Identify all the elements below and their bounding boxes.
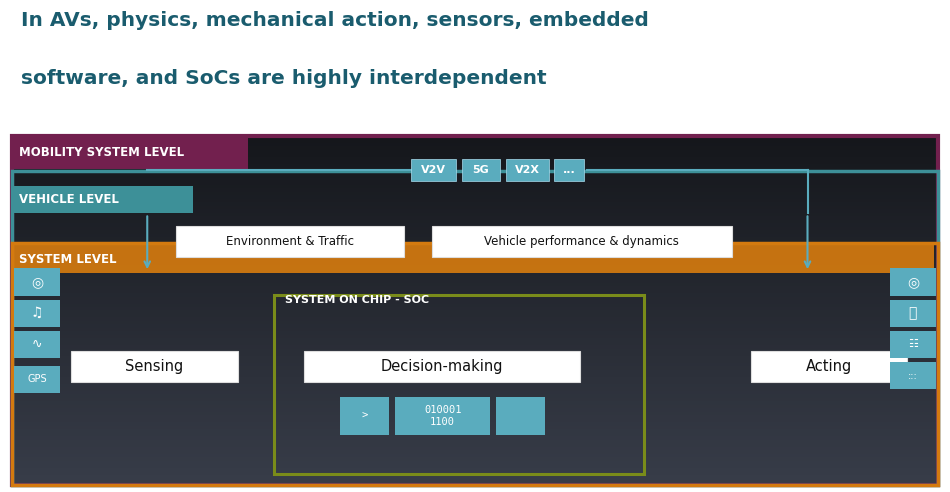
Bar (890, 331, 936, 358)
Bar (12, 136, 248, 169)
Text: SYSTEM LEVEL: SYSTEM LEVEL (19, 253, 117, 266)
Bar (395, 397, 490, 435)
Text: software, and SoCs are highly interdependent: software, and SoCs are highly interdepen… (21, 69, 546, 88)
Bar (750, 351, 907, 382)
Bar (14, 331, 60, 358)
Text: 010001
1100: 010001 1100 (424, 405, 462, 427)
Text: 5G: 5G (472, 165, 489, 175)
Bar (554, 159, 584, 181)
Bar (176, 226, 404, 257)
Text: ♫: ♫ (30, 307, 44, 320)
Bar (496, 397, 545, 435)
Bar (462, 159, 500, 181)
Bar (890, 269, 936, 296)
Text: MOBILITY SYSTEM LEVEL: MOBILITY SYSTEM LEVEL (19, 147, 184, 159)
Bar (14, 269, 60, 296)
Text: ☷: ☷ (908, 339, 918, 349)
Text: Acting: Acting (806, 359, 852, 374)
Text: V2V: V2V (421, 165, 446, 175)
Bar (340, 397, 389, 435)
Text: SYSTEM ON CHIP - SOC: SYSTEM ON CHIP - SOC (285, 295, 429, 306)
Text: In AVs, physics, mechanical action, sensors, embedded: In AVs, physics, mechanical action, sens… (21, 11, 649, 30)
Text: :::: ::: (908, 370, 918, 381)
Bar (890, 300, 936, 327)
Text: >: > (362, 411, 368, 421)
Bar (71, 351, 238, 382)
Text: ◎: ◎ (907, 275, 919, 289)
Text: Decision-making: Decision-making (381, 359, 503, 374)
Bar (274, 295, 644, 474)
Text: VEHICLE LEVEL: VEHICLE LEVEL (19, 193, 119, 206)
Text: ...: ... (562, 165, 576, 175)
Bar (890, 362, 936, 389)
Bar (12, 243, 938, 485)
Text: Environment & Traffic: Environment & Traffic (226, 235, 353, 248)
Bar (14, 366, 60, 393)
Bar (12, 246, 934, 273)
Bar (12, 171, 938, 485)
Bar (432, 226, 732, 257)
Bar (12, 186, 193, 214)
Bar (506, 159, 549, 181)
Text: V2X: V2X (515, 165, 541, 175)
Text: GPS: GPS (28, 374, 47, 384)
Text: ◎: ◎ (31, 275, 43, 289)
Text: Sensing: Sensing (125, 359, 183, 374)
Text: ⎈: ⎈ (909, 307, 917, 320)
Bar (304, 351, 580, 382)
Bar (411, 159, 456, 181)
Text: Vehicle performance & dynamics: Vehicle performance & dynamics (484, 235, 679, 248)
Bar (14, 300, 60, 327)
Text: ∿: ∿ (31, 338, 43, 351)
